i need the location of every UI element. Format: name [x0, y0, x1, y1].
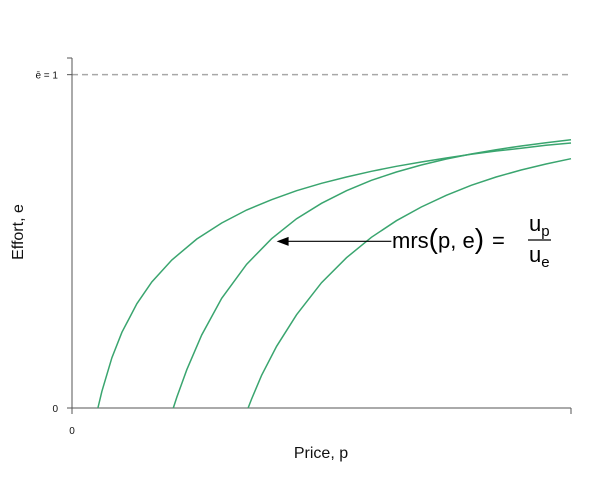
- annotation-arrow-head: [276, 236, 289, 246]
- formula-close-paren: ): [475, 223, 484, 254]
- svg-text:ue: ue: [529, 242, 550, 271]
- y-tick-label-reference: ē = 1: [35, 71, 58, 82]
- svg-text:mrs(p, e)=: mrs(p, e) =: [392, 223, 505, 254]
- plot-area: 0 ē = 1 0: [35, 57, 572, 437]
- x-tick-label-0: 0: [69, 426, 75, 437]
- formula-lhs: mrs: [392, 228, 429, 253]
- formula-denominator-sub: e: [541, 254, 549, 271]
- svg-text:up: up: [529, 211, 550, 240]
- formula-numerator: u: [529, 211, 541, 236]
- indifference-curve-2: [172, 138, 572, 409]
- formula-equals: =: [492, 228, 505, 253]
- indifference-curve-3: [247, 157, 572, 409]
- indifference-curve-1: [97, 142, 572, 409]
- formula-annotation: mrs(p, e) = up ue: [392, 211, 551, 271]
- y-axis-label: Effort, e: [10, 204, 27, 260]
- y-tick-label-0: 0: [52, 404, 58, 415]
- formula-args: p, e: [438, 228, 475, 253]
- formula-open-paren: (: [429, 223, 439, 254]
- x-axis-label: Price, p: [294, 445, 348, 462]
- formula-denominator: u: [529, 242, 541, 267]
- formula-numerator-sub: p: [541, 223, 549, 240]
